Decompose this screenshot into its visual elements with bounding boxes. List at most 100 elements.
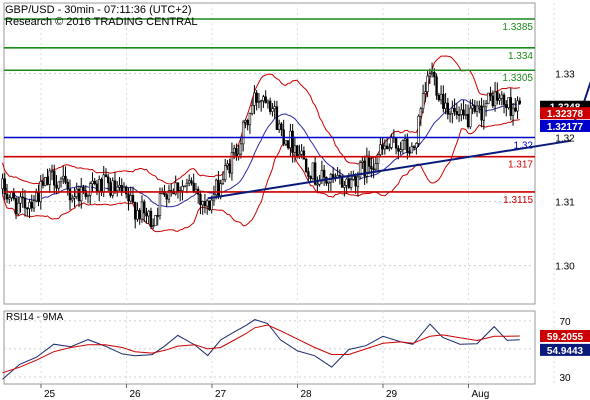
- candle-body: [500, 94, 504, 99]
- candle-body: [107, 176, 110, 184]
- candle-body: [116, 186, 119, 192]
- candle-body: [241, 121, 245, 145]
- candle-body: [408, 152, 411, 154]
- candle-body: [399, 149, 402, 152]
- candle-body: [100, 179, 103, 193]
- date-tick-label: 27: [215, 389, 227, 400]
- candle-body: [35, 192, 38, 202]
- lower-band: [2, 119, 520, 233]
- rsi-ma-badge-bg: [540, 329, 590, 342]
- candle-body: [439, 93, 443, 101]
- candle-body: [489, 92, 492, 97]
- candle-body: [475, 105, 479, 112]
- candle-body: [345, 178, 348, 186]
- candle-body: [505, 104, 508, 109]
- candle-body: [304, 158, 308, 172]
- candle-body: [374, 163, 378, 170]
- candle-body: [275, 106, 279, 130]
- candle-body: [59, 178, 63, 183]
- candle-body: [262, 96, 265, 102]
- candle-body: [284, 140, 288, 145]
- rsi-tick-label: 70: [559, 317, 571, 328]
- candle-body: [221, 179, 225, 184]
- candle-body: [154, 215, 157, 226]
- candle-body: [388, 147, 391, 149]
- candle-body: [143, 201, 146, 214]
- candle-body: [127, 193, 130, 202]
- candle-body: [147, 210, 150, 217]
- candle-body: [455, 111, 459, 115]
- candle-body: [66, 181, 69, 190]
- candle-body: [210, 199, 213, 211]
- candle-body: [226, 163, 229, 166]
- candle-body: [442, 93, 445, 109]
- candle-body: [192, 182, 195, 192]
- candle-body: [118, 184, 121, 188]
- date-tick-label: Aug: [472, 389, 490, 400]
- candle-body: [183, 185, 186, 188]
- candle-body: [84, 190, 87, 197]
- candle-body: [327, 181, 330, 184]
- candle-body: [145, 212, 148, 217]
- candle-body: [498, 97, 501, 101]
- candle-body: [331, 174, 335, 178]
- candle-body: [259, 100, 263, 103]
- candle-body: [437, 94, 441, 101]
- candle-body: [298, 154, 301, 156]
- candle-body: [190, 180, 193, 184]
- candle-body: [239, 143, 243, 155]
- candle-body: [95, 183, 99, 192]
- candle-body: [138, 210, 141, 220]
- candle-body: [385, 145, 389, 149]
- candle-body: [93, 180, 96, 185]
- candle-body: [268, 100, 272, 112]
- candle-body: [250, 105, 254, 114]
- candle-body: [491, 95, 495, 107]
- candle-body: [8, 197, 11, 200]
- candle-body: [354, 176, 357, 187]
- candle-body: [253, 92, 256, 106]
- candle-body: [358, 162, 362, 178]
- candle-body: [361, 160, 364, 163]
- candle-body: [86, 195, 90, 197]
- candle-body: [363, 160, 366, 177]
- candle-body: [14, 198, 18, 215]
- candle-body: [271, 108, 274, 112]
- candle-body: [219, 183, 222, 198]
- candle-body: [149, 210, 153, 228]
- date-axis: 25 26 27 28 29 Aug: [40, 384, 490, 400]
- rsi-ma-badge: 59.2055: [547, 332, 584, 343]
- candle-body: [300, 150, 303, 155]
- candle-body: [291, 130, 294, 153]
- candle-body: [473, 105, 477, 112]
- candle-body: [487, 92, 490, 104]
- candle-body: [134, 202, 137, 220]
- rsi-panel: [3, 310, 536, 385]
- candle-body: [381, 144, 384, 150]
- rsi-line: [2, 319, 520, 380]
- candle-body: [199, 193, 202, 206]
- candle-body: [244, 120, 247, 123]
- candle-body: [89, 183, 92, 196]
- candle-body: [435, 76, 438, 96]
- candle-body: [131, 195, 135, 203]
- rsi-tick-label: 30: [559, 373, 571, 384]
- candle-body: [152, 225, 155, 228]
- moving-average-badge-bg: [540, 119, 590, 132]
- level-label: 1.3385: [502, 22, 533, 33]
- candle-body: [295, 145, 299, 156]
- trend-line: [207, 139, 572, 200]
- date-tick-label: 26: [130, 389, 142, 400]
- candle-body: [507, 97, 510, 109]
- price-tick-label: 1.31: [555, 198, 575, 209]
- candle-body: [176, 182, 180, 193]
- candle-body: [496, 91, 499, 101]
- candle-body: [248, 113, 252, 126]
- candle-body: [73, 196, 76, 199]
- candle-body: [174, 182, 177, 195]
- moving-average: [2, 99, 520, 208]
- candle-body: [104, 174, 108, 178]
- candle-body: [32, 200, 36, 209]
- candle-body: [390, 136, 393, 148]
- candle-body: [430, 71, 434, 75]
